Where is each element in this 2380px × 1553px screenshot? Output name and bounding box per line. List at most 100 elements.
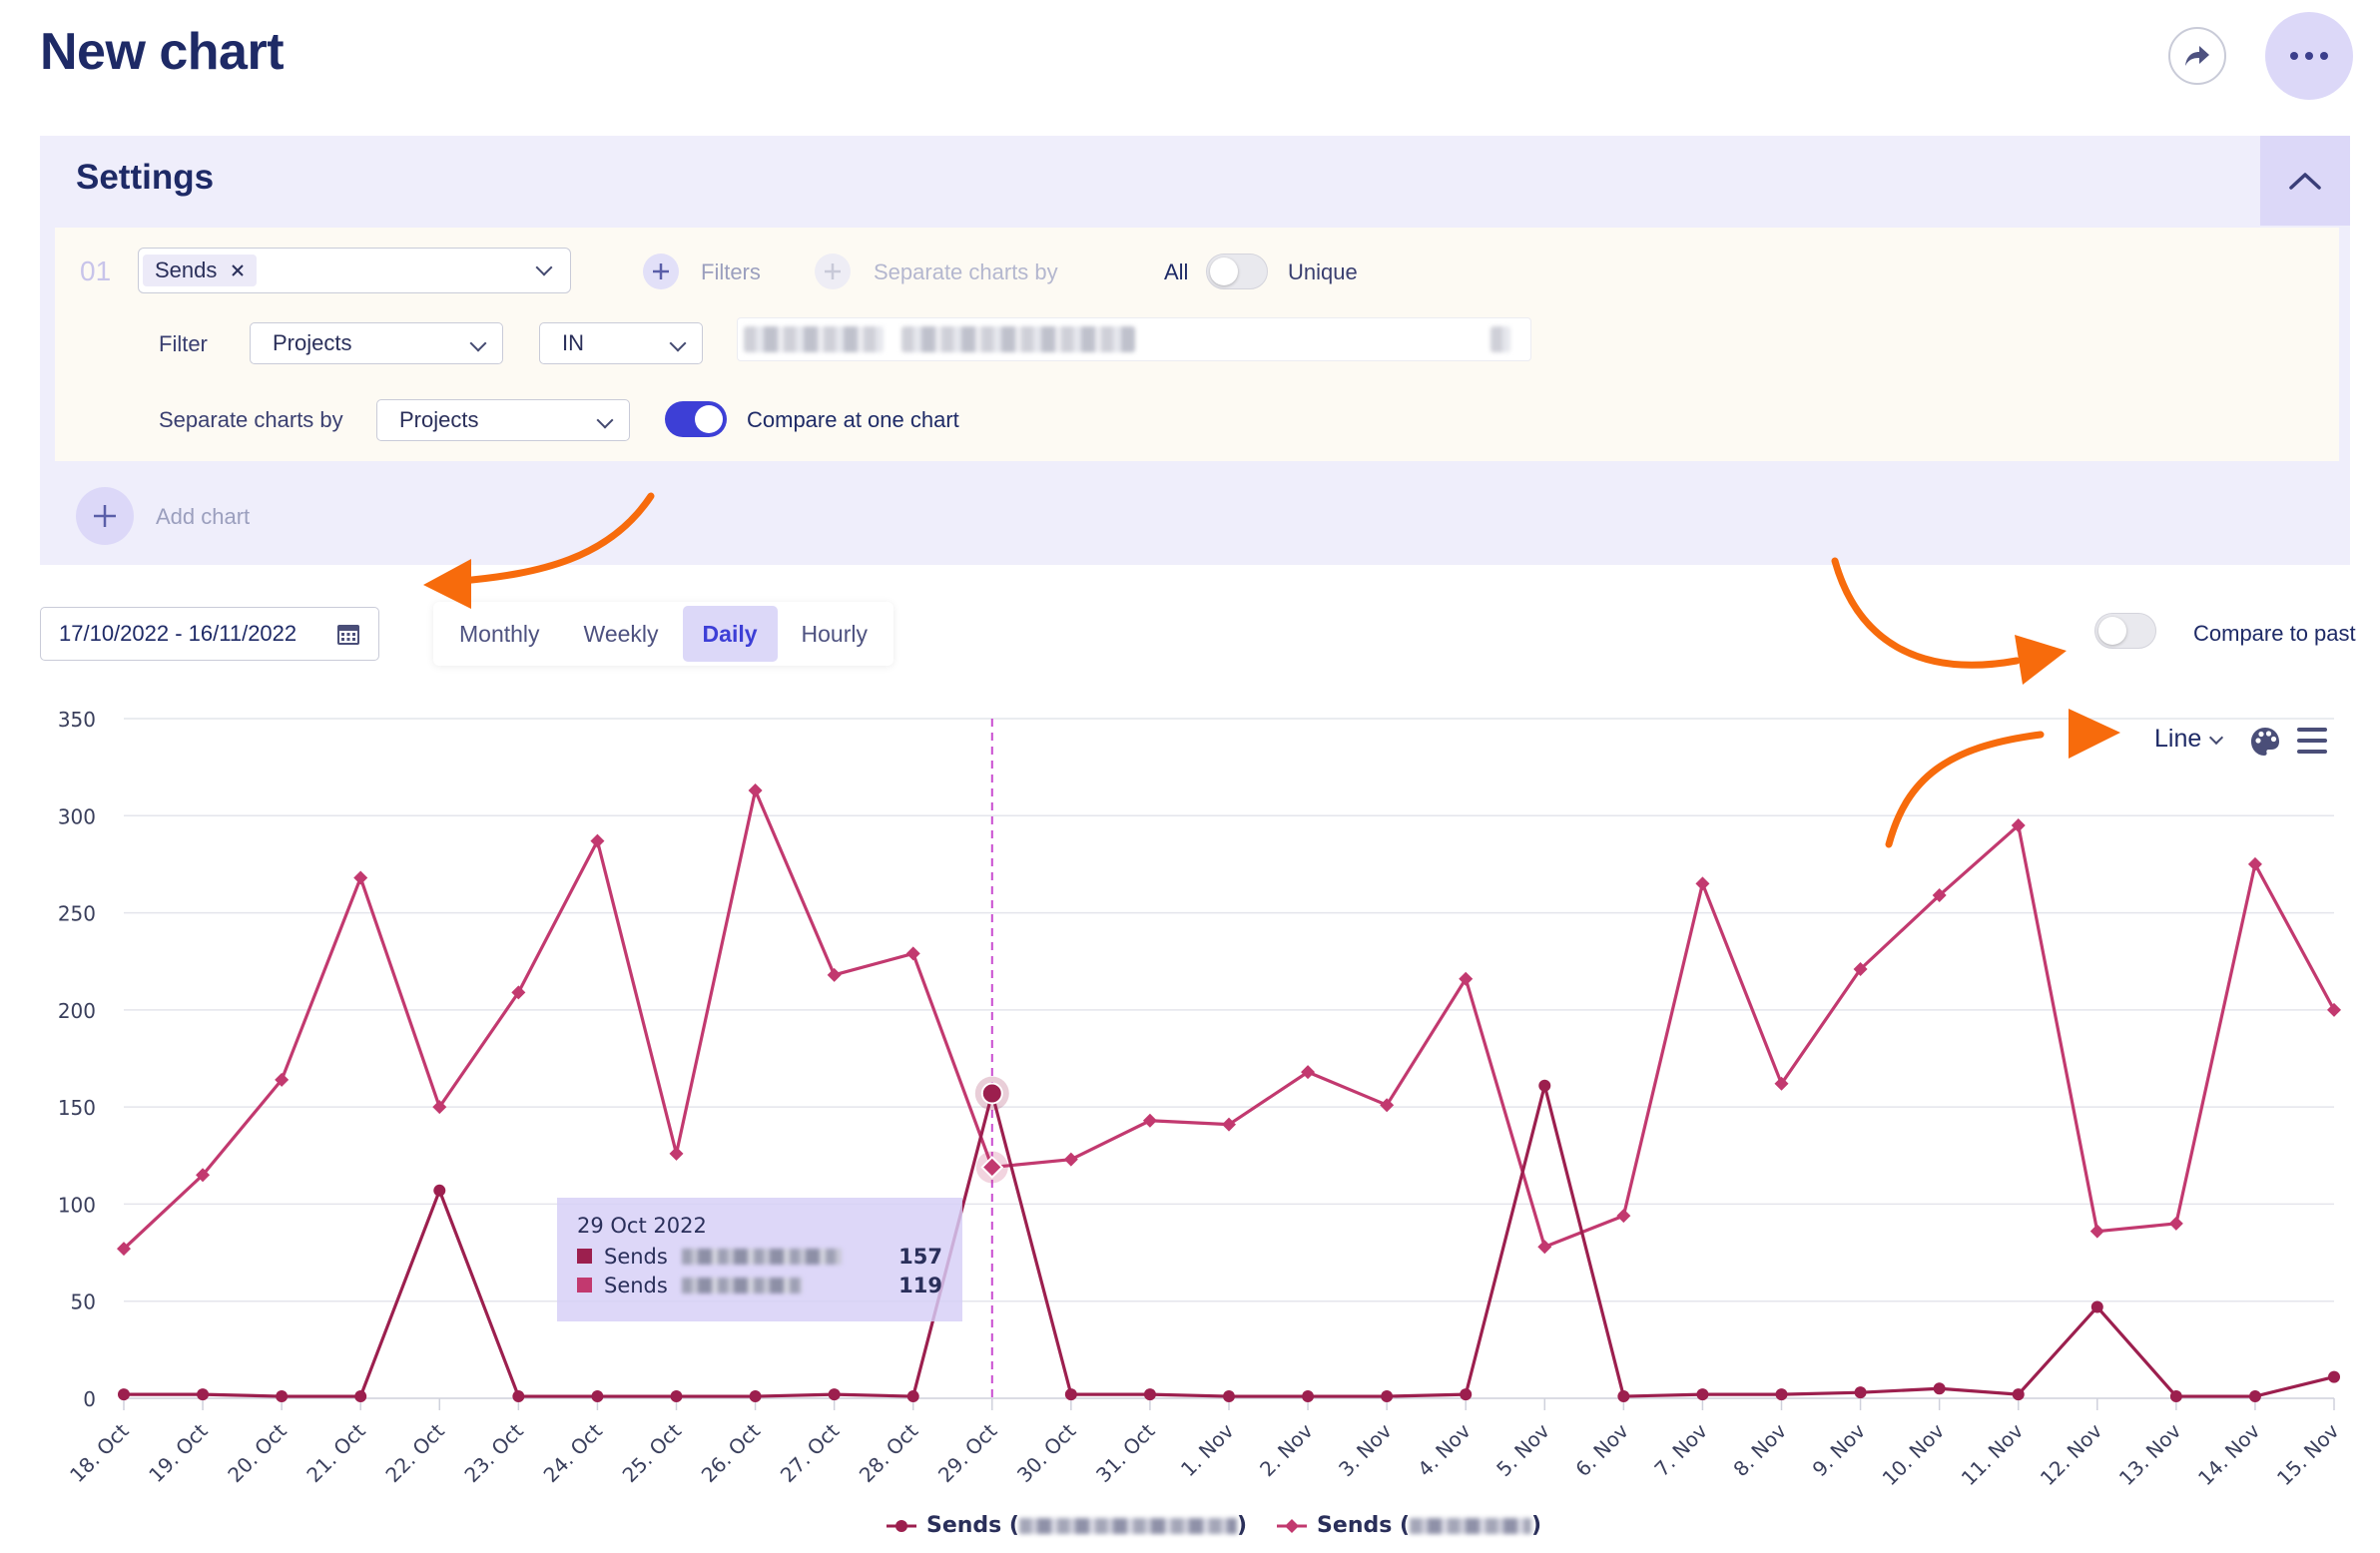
data-point[interactable] [2169, 1390, 2182, 1403]
data-point[interactable] [1538, 1079, 1551, 1092]
share-button[interactable] [2168, 27, 2226, 85]
calendar-icon[interactable] [336, 622, 360, 646]
chevron-down-icon [535, 259, 553, 276]
tooltip-row-value: 157 [898, 1244, 942, 1269]
granularity-hourly[interactable]: Hourly [801, 620, 868, 647]
data-point[interactable] [197, 1388, 210, 1401]
add-filter-button[interactable] [643, 254, 679, 289]
close-icon[interactable] [231, 263, 245, 277]
data-point[interactable] [906, 1390, 919, 1403]
data-point[interactable] [2327, 1002, 2341, 1017]
data-point[interactable] [1696, 1388, 1709, 1401]
query-number: 01 [80, 256, 112, 286]
data-point[interactable] [1063, 1152, 1078, 1167]
data-point[interactable] [2012, 1388, 2025, 1401]
data-point[interactable] [1222, 1117, 1236, 1132]
granularity-weekly[interactable]: Weekly [583, 620, 659, 647]
add-chart-label[interactable]: Add chart [156, 504, 251, 529]
data-point[interactable] [353, 870, 368, 885]
filter-field-select[interactable]: Projects [250, 322, 503, 364]
data-point[interactable] [1853, 961, 1868, 976]
filters-label[interactable]: Filters [701, 259, 761, 284]
data-point[interactable] [511, 985, 526, 1000]
add-chart-button[interactable] [76, 487, 134, 545]
data-point[interactable] [1695, 876, 1710, 891]
legend-label: Sends ( [926, 1513, 1019, 1538]
chart-legend: Sends () Sends () [887, 1513, 1541, 1538]
granularity-daily[interactable]: Daily [682, 606, 778, 662]
tooltip-row-label: Sends [604, 1273, 668, 1297]
date-range-value: 17/10/2022 - 16/11/2022 [59, 621, 298, 646]
annotation-arrow-icon [1831, 557, 2067, 685]
data-point[interactable] [828, 1388, 841, 1401]
collapse-settings-button[interactable] [2260, 136, 2350, 226]
data-point[interactable] [1380, 1098, 1395, 1113]
data-point[interactable] [827, 967, 842, 982]
data-point[interactable] [1459, 971, 1474, 986]
data-point[interactable] [1381, 1390, 1394, 1403]
data-point[interactable] [2328, 1370, 2340, 1383]
data-point[interactable] [1774, 1076, 1789, 1091]
date-range-picker[interactable]: 17/10/2022 - 16/11/2022 [40, 607, 379, 661]
series-color-swatch [577, 1249, 592, 1264]
data-point[interactable] [118, 1388, 130, 1401]
legend-item[interactable]: Sends () [887, 1513, 1247, 1538]
data-point[interactable] [1302, 1390, 1315, 1403]
data-point[interactable] [432, 1100, 447, 1115]
x-tick-label: 22. Oct [380, 1418, 449, 1487]
add-separate-button[interactable] [815, 254, 851, 289]
legend-item[interactable]: Sends () [1277, 1513, 1541, 1538]
data-point[interactable] [2090, 1300, 2103, 1313]
data-point[interactable] [670, 1390, 683, 1403]
data-point[interactable] [1775, 1388, 1788, 1401]
data-point[interactable] [590, 833, 605, 848]
data-point[interactable] [354, 1390, 367, 1403]
unique-toggle[interactable] [1206, 254, 1268, 289]
filter-values-input[interactable] [737, 317, 1531, 361]
compare-one-chart-toggle[interactable] [665, 401, 727, 437]
palette-icon[interactable] [2249, 726, 2281, 758]
data-point[interactable] [1616, 1209, 1631, 1224]
x-tick-label: 31. Oct [1091, 1418, 1160, 1487]
filter-operator-select[interactable]: IN [539, 322, 703, 364]
data-point[interactable] [2247, 856, 2262, 871]
metric-chip[interactable]: Sends [143, 255, 258, 286]
data-point[interactable] [117, 1242, 131, 1257]
compare-to-past-toggle[interactable] [2094, 613, 2156, 649]
x-tick-label: 28. Oct [855, 1418, 923, 1487]
data-point[interactable] [1223, 1390, 1235, 1403]
data-point[interactable] [669, 1146, 684, 1161]
data-point[interactable] [749, 1390, 762, 1403]
x-tick-label: 23. Oct [459, 1418, 528, 1487]
data-point[interactable] [748, 782, 763, 797]
data-point[interactable] [1142, 1113, 1157, 1128]
data-point[interactable] [1933, 1382, 1946, 1395]
data-point[interactable] [1537, 1240, 1552, 1255]
data-point[interactable] [1854, 1386, 1867, 1399]
hamburger-menu-icon[interactable] [2297, 728, 2327, 754]
more-button[interactable] [2265, 12, 2353, 100]
data-point[interactable] [275, 1072, 290, 1087]
data-point[interactable] [1932, 888, 1947, 903]
data-point[interactable] [512, 1390, 525, 1403]
separate-charts-label[interactable]: Separate charts by [874, 259, 1058, 284]
data-point[interactable] [1143, 1388, 1156, 1401]
data-point[interactable] [433, 1184, 446, 1197]
data-point[interactable] [1617, 1390, 1630, 1403]
data-point[interactable] [196, 1168, 211, 1183]
data-point[interactable] [2248, 1390, 2261, 1403]
separate-by-select[interactable]: Projects [376, 399, 630, 441]
y-tick-label: 100 [58, 1193, 96, 1217]
line-chart[interactable]: 0 50 100 150 200 250 300 350 18. Oct 19. Oct 20. … [0, 689, 2380, 1497]
data-point[interactable] [2168, 1216, 2183, 1231]
chart-type-select[interactable]: Line [2154, 725, 2224, 754]
data-point[interactable] [2089, 1224, 2104, 1239]
data-point[interactable] [276, 1390, 289, 1403]
data-point[interactable] [905, 946, 920, 961]
data-point[interactable] [1064, 1388, 1077, 1401]
data-point[interactable] [1301, 1065, 1316, 1080]
data-point[interactable] [1460, 1388, 1473, 1401]
granularity-monthly[interactable]: Monthly [459, 620, 540, 647]
mode-unique-label: Unique [1288, 259, 1358, 284]
data-point[interactable] [591, 1390, 604, 1403]
